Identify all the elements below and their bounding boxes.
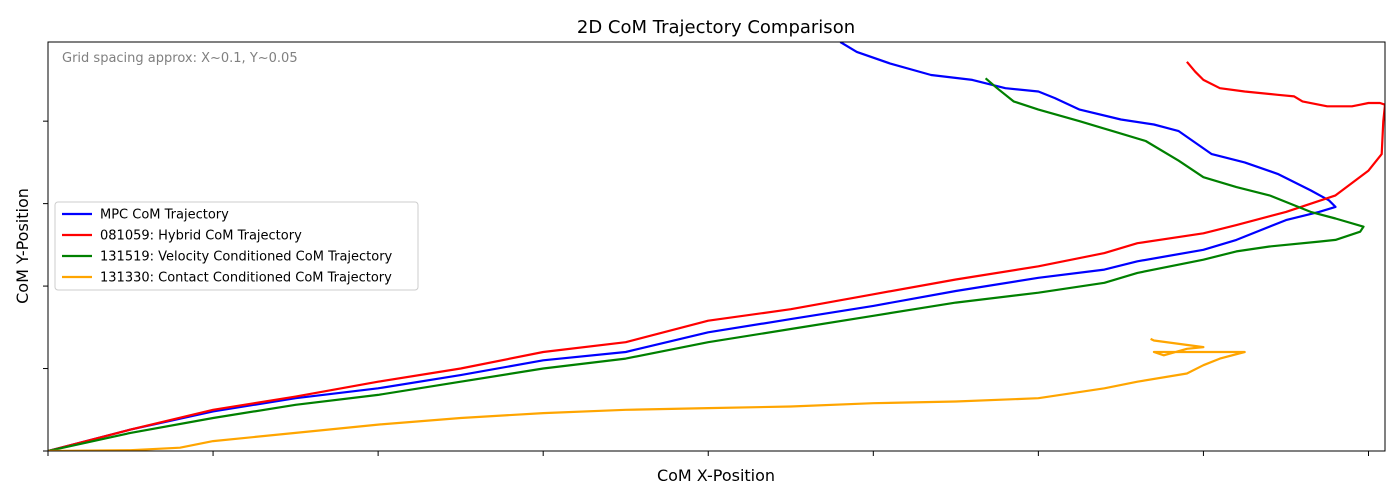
x-axis-ticks bbox=[47, 451, 1369, 456]
legend-label-2: 081059: Hybrid CoM Trajectory bbox=[100, 229, 302, 244]
x-axis-label: CoM X-Position bbox=[657, 466, 775, 485]
y-axis-label: CoM Y-Position bbox=[13, 188, 32, 304]
legend-label-3: 131519: Velocity Conditioned CoM Traject… bbox=[100, 250, 393, 265]
legend: MPC CoM Trajectory 081059: Hybrid CoM Tra… bbox=[54, 201, 419, 291]
legend-label-4: 131330: Contact Conditioned CoM Trajecto… bbox=[100, 271, 392, 286]
chart-title: 2D CoM Trajectory Comparison bbox=[577, 17, 855, 38]
y-axis-ticks bbox=[43, 120, 48, 452]
legend-items: MPC CoM Trajectory 081059: Hybrid CoM Tra… bbox=[62, 208, 393, 286]
legend-label-1: MPC CoM Trajectory bbox=[100, 208, 229, 223]
grid-spacing-note: Grid spacing approx: X~0.1, Y~0.05 bbox=[62, 51, 298, 66]
series-line-1 bbox=[48, 42, 1337, 451]
series-line-4 bbox=[48, 337, 1246, 451]
plot-frame bbox=[47, 41, 1386, 452]
series-line-2 bbox=[48, 61, 1385, 451]
legend-box bbox=[54, 201, 419, 291]
series-line-3 bbox=[48, 77, 1365, 451]
series-layer bbox=[48, 42, 1385, 451]
